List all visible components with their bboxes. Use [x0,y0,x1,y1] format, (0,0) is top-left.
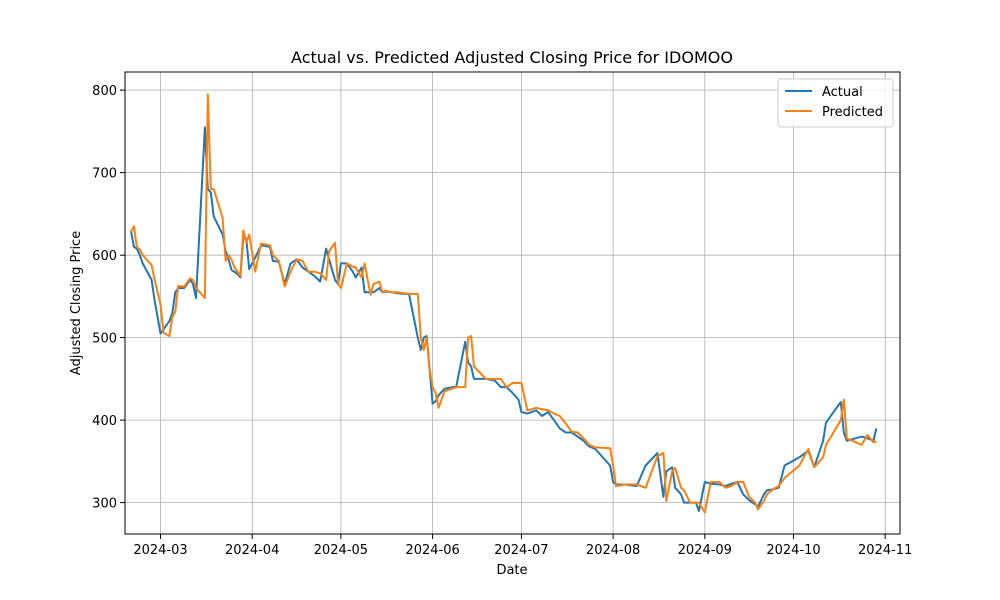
y-tick-label: 500 [92,332,117,347]
x-tick-label: 2024-05 [314,543,368,558]
y-tick-label: 400 [92,414,117,429]
legend-label-actual: Actual [822,85,863,100]
legend: Actual Predicted [777,78,894,128]
y-tick-label: 800 [92,84,117,99]
x-tick-label: 2024-04 [225,543,279,558]
legend-label-predicted: Predicted [822,105,883,120]
y-tick-label: 700 [92,167,117,182]
x-tick-label: 2024-03 [133,543,187,558]
grid-lines [125,72,900,534]
y-tick-label: 600 [92,249,117,264]
x-tick-label: 2024-07 [494,543,548,558]
x-axis-title: Date [496,563,527,578]
series-line-predicted [130,93,877,514]
x-tick-label: 2024-11 [858,543,912,558]
y-axis-title: Adjusted Closing Price [69,231,84,375]
x-tick-label: 2024-08 [586,543,640,558]
series-lines [129,93,878,514]
x-tick-label: 2024-06 [405,543,459,558]
plot-frame [124,71,901,535]
chart-title: Actual vs. Predicted Adjusted Closing Pr… [291,48,733,67]
y-tick-label: 300 [92,497,117,512]
axis-ticks: 2024-03 2024-04 2024-05 2024-06 2024-07 2024-… [92,84,912,558]
x-tick-label: 2024-10 [766,543,820,558]
x-tick-label: 2024-09 [678,543,732,558]
